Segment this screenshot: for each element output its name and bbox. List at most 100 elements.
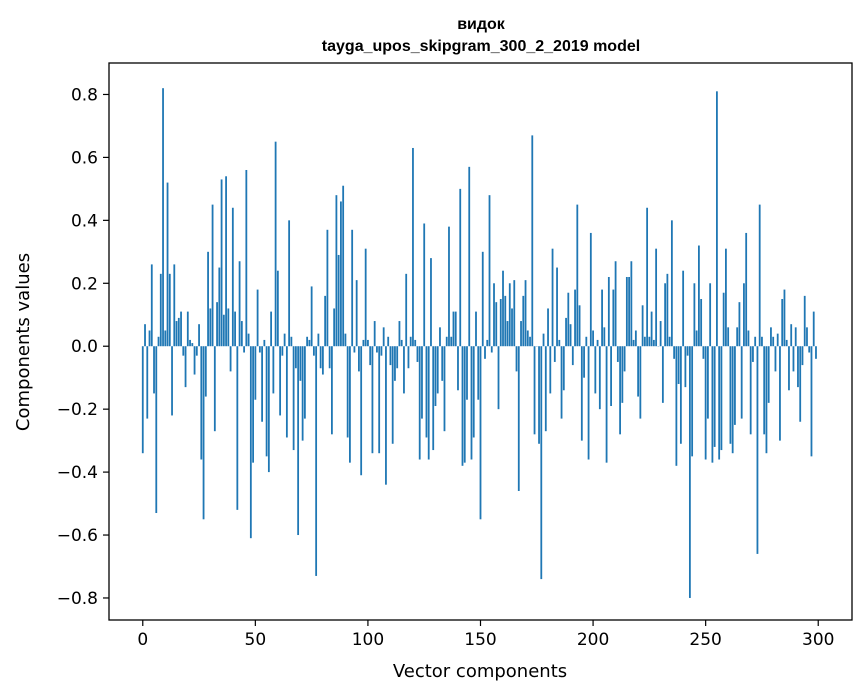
bar-3 <box>148 330 151 347</box>
bar-183 <box>553 346 556 362</box>
bar-199 <box>589 232 592 347</box>
bar-51 <box>256 289 259 347</box>
bar-213 <box>621 346 624 403</box>
bar-29 <box>207 251 209 347</box>
bar-216 <box>628 276 630 347</box>
bar-291 <box>797 346 799 388</box>
bar-275 <box>761 336 763 347</box>
bar-284 <box>781 299 784 347</box>
bar-174 <box>533 346 536 435</box>
bar-231 <box>661 346 664 403</box>
bar-187 <box>562 346 565 391</box>
y-axis-label: Components values <box>13 253 34 431</box>
bar-200 <box>592 330 594 347</box>
bar-262 <box>731 346 734 454</box>
bar-87 <box>337 254 340 347</box>
bar-241 <box>684 346 687 388</box>
bar-298 <box>812 311 815 347</box>
bar-9 <box>162 88 164 347</box>
bar-222 <box>641 305 644 347</box>
bar-46 <box>245 169 248 347</box>
bar-58 <box>272 346 275 394</box>
bar-55 <box>265 346 268 457</box>
bar-297 <box>810 346 813 457</box>
bar-131 <box>436 346 439 394</box>
bar-244 <box>691 346 694 457</box>
bar-7 <box>157 336 160 347</box>
bars-group <box>141 88 817 598</box>
bar-44 <box>240 321 243 347</box>
bar-13 <box>171 346 173 416</box>
bar-203 <box>598 346 601 410</box>
bar-99 <box>364 248 367 347</box>
bar-211 <box>616 346 619 362</box>
bar-108 <box>385 346 387 485</box>
bar-103 <box>373 321 376 347</box>
bar-60 <box>276 270 279 347</box>
bar-278 <box>767 346 770 403</box>
bar-95 <box>355 280 358 347</box>
bar-234 <box>668 336 671 347</box>
bar-214 <box>623 346 626 372</box>
bar-182 <box>551 248 554 347</box>
bar-266 <box>740 346 743 419</box>
bar-194 <box>578 305 581 347</box>
bar-30 <box>209 308 212 347</box>
bar-91 <box>346 346 349 438</box>
bar-114 <box>398 321 401 347</box>
bar-122 <box>416 346 419 362</box>
bar-73 <box>306 336 309 347</box>
bar-43 <box>238 261 241 347</box>
bar-39 <box>229 346 232 372</box>
bar-190 <box>569 324 572 347</box>
bar-4 <box>150 264 153 347</box>
bar-173 <box>531 135 534 347</box>
bar-100 <box>367 339 369 347</box>
bar-49 <box>252 346 254 463</box>
y-tick-label-8: 0.8 <box>71 85 98 105</box>
bar-169 <box>522 295 525 347</box>
x-tick-label-150: 150 <box>464 630 496 650</box>
bar-263 <box>734 346 736 425</box>
bar-237 <box>675 346 678 466</box>
bar-8 <box>159 273 162 347</box>
bar-236 <box>673 346 676 359</box>
bar-160 <box>502 270 504 347</box>
bar-178 <box>542 333 545 347</box>
bar-70 <box>299 346 302 381</box>
bar-25 <box>198 324 200 347</box>
bar-254 <box>713 346 716 447</box>
bar-16 <box>177 317 180 347</box>
bar-225 <box>648 336 651 347</box>
bar-32 <box>213 346 216 432</box>
bar-135 <box>445 336 448 347</box>
bar-94 <box>353 346 356 353</box>
bar-246 <box>695 330 698 347</box>
bar-151 <box>481 251 484 347</box>
bar-124 <box>421 346 423 419</box>
bar-167 <box>517 346 520 491</box>
bar-128 <box>430 258 432 347</box>
bar-202 <box>596 339 599 347</box>
bar-149 <box>477 346 480 400</box>
bar-10 <box>164 330 167 347</box>
bar-227 <box>652 339 655 347</box>
bar-166 <box>515 346 518 372</box>
bar-20 <box>186 311 189 347</box>
bar-11 <box>166 182 169 347</box>
bar-74 <box>308 339 311 347</box>
bar-261 <box>729 346 732 444</box>
bar-54 <box>263 339 266 347</box>
bar-2 <box>146 346 149 419</box>
y-tick-label-3: −0.2 <box>57 400 98 420</box>
bar-245 <box>693 283 696 347</box>
y-axis-ticks: −0.8 −0.6 −0.4 −0.2 0.0 0.2 0.4 0.6 0.8 <box>57 85 109 609</box>
bar-142 <box>461 346 464 466</box>
bar-162 <box>506 321 509 347</box>
bar-125 <box>423 223 426 347</box>
x-tick-label-50: 50 <box>245 630 267 650</box>
bar-98 <box>362 339 365 347</box>
bar-69 <box>297 346 300 536</box>
bar-159 <box>499 299 502 347</box>
